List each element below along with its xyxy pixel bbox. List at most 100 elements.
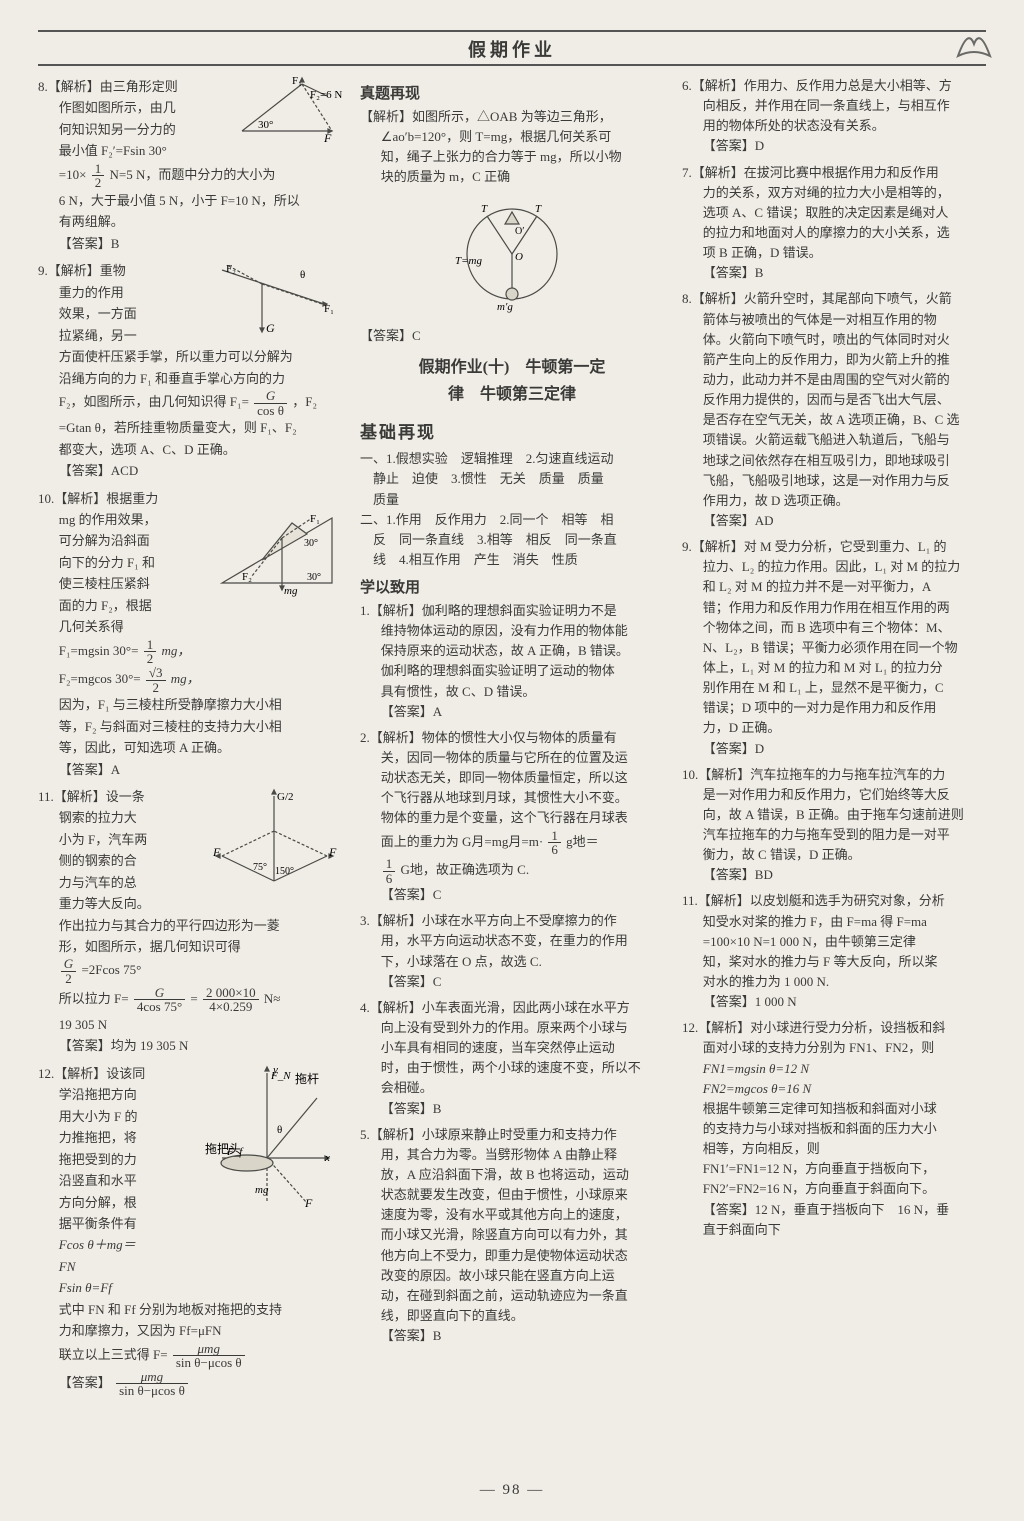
frac-n: √3 (146, 666, 166, 681)
c2-q2: 2.【解析】物体的惯性大小仅与物体的质量有 关，因同一物体的质量与它所在的位置及… (360, 728, 664, 905)
label: F_f (226, 1146, 244, 1158)
q10-head: 10.【解析】根据重力 (38, 488, 208, 509)
answer: 【答案】D (682, 739, 986, 759)
label: θ (300, 269, 305, 281)
q11: 11.【解析】设一条 钢索的拉力大 小为 F，汽车两 侧的钢索的合 力与汽车的总… (38, 786, 342, 1057)
text: 因为，F₁ 与三棱柱所受静摩擦力大小相 (38, 694, 342, 715)
text: 下，小球落在 O 点，故选 C. (360, 952, 664, 972)
answer: 【答案】C (360, 972, 664, 992)
text: 作出拉力与其合力的平行四边形为一菱 (38, 915, 342, 936)
answer: 【答案】1 000 N (682, 992, 986, 1012)
text: 保持原来的运动状态，故 A 正确，B 错误。 (360, 641, 664, 661)
answer: 直于斜面向下 (682, 1220, 986, 1240)
text: 2.【解析】物体的惯性大小仅与物体的质量有 (360, 728, 664, 748)
label: T=mg (455, 255, 482, 267)
text: mg 的作用效果， (38, 509, 208, 530)
text: 个飞行器从地球到月球，其惯性大小不变。 (360, 788, 664, 808)
text: 重力等大反向。 (38, 893, 203, 914)
answer: 【答案】ACD (38, 460, 342, 481)
eq: 联立以上三式得 F= μmgsin θ−μcos θ (38, 1342, 342, 1370)
text: 假期作业(十) 牛顿第一定 (360, 354, 664, 381)
answer: 【答案】A (360, 702, 664, 722)
frac-n: 1 (92, 162, 105, 177)
answer: 【答案】D (682, 136, 986, 156)
q9: 9.【解析】重物 重力的作用 效果，一方面 拉紧绳，另一 F₂ (38, 260, 342, 481)
answer: 【答案】B (38, 233, 342, 254)
text: 都变大，选项 A、C、D 正确。 (38, 439, 342, 460)
page-header: 假期作业 (38, 36, 986, 66)
frac-n: μmg (173, 1342, 245, 1357)
eq: FN2=mgcos θ=16 N (682, 1079, 986, 1099)
page-footer: — 98 — (0, 1482, 1024, 1499)
label: 30° (304, 538, 318, 549)
label: F₂ (242, 571, 252, 583)
text: 反作用力提供的，因而与是否飞出大气层、 (682, 390, 986, 410)
section-xueyong: 学以致用 (360, 576, 664, 597)
eq: Fcos θ＋mg＝ (38, 1234, 342, 1255)
text: 线，即竖直向下的直线。 (360, 1306, 664, 1326)
text: 改变的原因。故小球只能在竖直方向上运 (360, 1266, 664, 1286)
text: 用，水平方向运动状态不变，在重力的作用 (360, 931, 664, 951)
c2-q5: 5.【解析】小球原来静止时受重力和支持力作 用，其合力为零。当劈形物体 A 由静… (360, 1125, 664, 1347)
label: T (535, 203, 542, 215)
text: 一、1.假想实验 逻辑推理 2.匀速直线运动 (360, 449, 664, 469)
c3-q7: 7.【解析】在拔河比赛中根据作用力和反作用 力的关系，双方对绳的拉力大小是相等的… (682, 163, 986, 284)
text: 放，A 应沿斜面下滑，故 B 也将运动，运动 (360, 1165, 664, 1185)
text: 时，由于惯性，两个小球的速度不变，所以不 (360, 1058, 664, 1078)
text: 质量 (360, 490, 664, 510)
text: F₂=mgcos 30°= (59, 671, 141, 686)
label: 30° (307, 572, 321, 583)
text: 5.【解析】小球原来静止时受重力和支持力作 (360, 1125, 664, 1145)
text: 是否存在空气无关，故 A 选项正确，B、C 选 (682, 410, 986, 430)
text: 相等，方向相反，则 (682, 1139, 986, 1159)
diagram-q10: F₁ F₂ 30° 30° mg (212, 488, 342, 598)
page-title: 假期作业 (38, 36, 986, 62)
text: 面对小球的支持力分别为 FN1、FN2，则 (682, 1038, 986, 1058)
text: 静止 迫使 3.惯性 无关 质量 质量 (360, 469, 664, 489)
text: N=5 N，而题中分力的大小为 (109, 167, 275, 182)
text: 面的力 F₂，根据 (38, 595, 208, 616)
frac-d: 2 (144, 652, 157, 666)
text: 项错误。火箭运载飞船进入轨道后，飞船与 (682, 430, 986, 450)
c2-q1: 1.【解析】伽利略的理想斜面实验证明力不是 维持物体运动的原因，没有力作用的物体… (360, 601, 664, 722)
label: O′ (515, 226, 524, 237)
eq: G2 =2Fcos 75° (38, 957, 342, 985)
text: 物体的重力是个变量，这个飞行器在月球表 (360, 808, 664, 828)
text: g地＝ (566, 834, 599, 849)
eq: FN1=mgsin θ=12 N (682, 1059, 986, 1079)
text: 4.【解析】小车表面光滑，因此两小球在水平方 (360, 998, 664, 1018)
c2-q4: 4.【解析】小车表面光滑，因此两小球在水平方 向上没有受到外力的作用。原来两个小… (360, 998, 664, 1119)
text: 形，如图所示，据几何知识可得 (38, 936, 342, 957)
answer: 【答案】均为 19 305 N (38, 1035, 342, 1056)
section-title: 假期作业(十) 牛顿第一定 律 牛顿第三定律 (360, 354, 664, 408)
text: 对水的推力为 1 000 N. (682, 972, 986, 992)
text: 力推拖把，将 (38, 1127, 193, 1148)
text: 向相反，并作用在同一条直线上，与相互作 (682, 96, 986, 116)
logo-icon (954, 26, 994, 60)
text: 9.【解析】对 M 受力分析，它受到重力、L₁ 的 (682, 537, 986, 557)
zhenti-block: 【解析】如图所示，△OAB 为等边三角形， ∠ao′b=120°，则 T=mg，… (360, 107, 664, 346)
text: F₂，如图所示，由几何知识得 F₁= (59, 394, 249, 409)
text: 维持物体运动的原因，没有力作用的物体能 (360, 621, 664, 641)
diagram-circle: T T O′ O T=mg m′g (437, 194, 587, 314)
q11-head: 11.【解析】设一条 (38, 786, 203, 807)
text: 飞船，飞船吸引地球，这是一对作用力与反 (682, 471, 986, 491)
text: 动，在碰到斜面之前，运动轨迹应为一条直 (360, 1286, 664, 1306)
text: 衡力，故 C 错误，D 正确。 (682, 845, 986, 865)
c3-q11: 11.【解析】以皮划艇和选手为研究对象，分析 知受水对桨的推力 F，由 F=ma… (682, 891, 986, 1012)
text: F₁=mgsin 30°= (59, 643, 139, 658)
answer: 【答案】A (38, 759, 342, 780)
answer: 【答案】B (360, 1326, 664, 1346)
text: 项 B 正确，D 错误。 (682, 243, 986, 263)
text: 线 4.相互作用 产生 消失 性质 (360, 550, 664, 570)
label: F (323, 131, 332, 145)
answer: 【答案】C (360, 885, 664, 905)
label: F₁ (292, 75, 302, 87)
frac-d: 2 (92, 176, 105, 190)
text: 用的物体所处的状态没有关系。 (682, 116, 986, 136)
section-zhenti: 真题再现 (360, 82, 664, 103)
text: 有两组解。 (38, 211, 342, 232)
text: 具有惯性，故 C、D 错误。 (360, 682, 664, 702)
text: 反 同一条直线 3.相等 相反 同一条直 (360, 530, 664, 550)
frac-d: 2 (146, 681, 166, 695)
